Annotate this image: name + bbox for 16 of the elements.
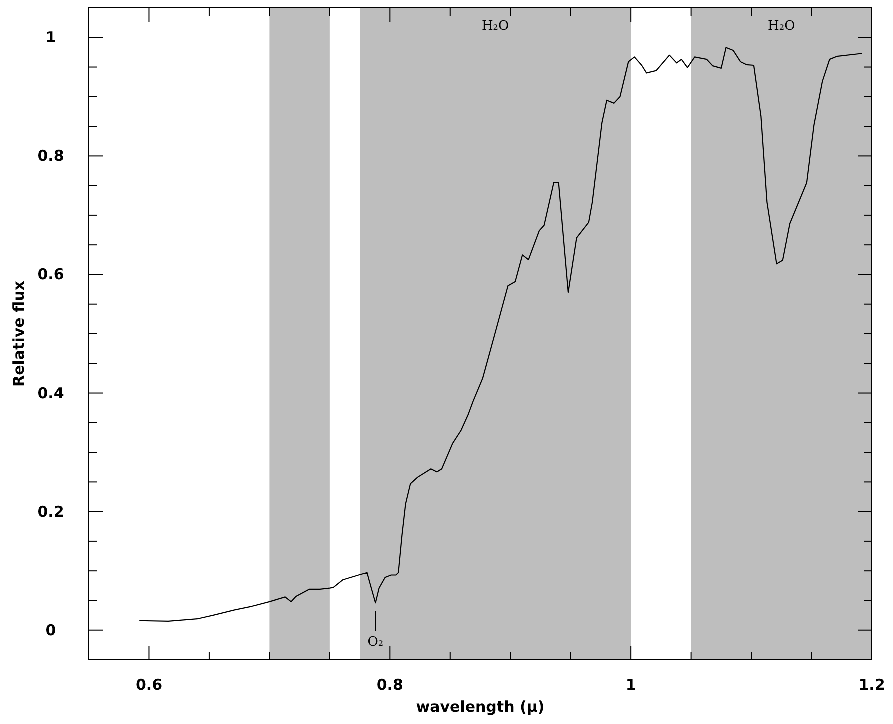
- y-tick-label: 0.2: [38, 502, 64, 521]
- x-axis-title: wavelength (μ): [416, 698, 545, 716]
- y-axis-title: Relative flux: [10, 280, 28, 387]
- y-tick-label: 1: [46, 28, 56, 47]
- band-label: H₂O: [768, 19, 796, 34]
- band-label: H₂O: [482, 19, 510, 34]
- y-tick-label: 0.6: [38, 266, 64, 284]
- y-tick-label: 0: [46, 621, 56, 640]
- line-series: [139, 47, 863, 622]
- y-tick-label: 0.8: [38, 147, 64, 166]
- x-tick-label: 1.2: [858, 676, 886, 694]
- y-tick-label: 0.4: [38, 384, 64, 402]
- x-tick-label: 1: [626, 676, 636, 694]
- x-tick-label: 0.6: [136, 676, 163, 694]
- annotation: O₂: [368, 635, 384, 650]
- x-tick-label: 0.8: [376, 676, 404, 694]
